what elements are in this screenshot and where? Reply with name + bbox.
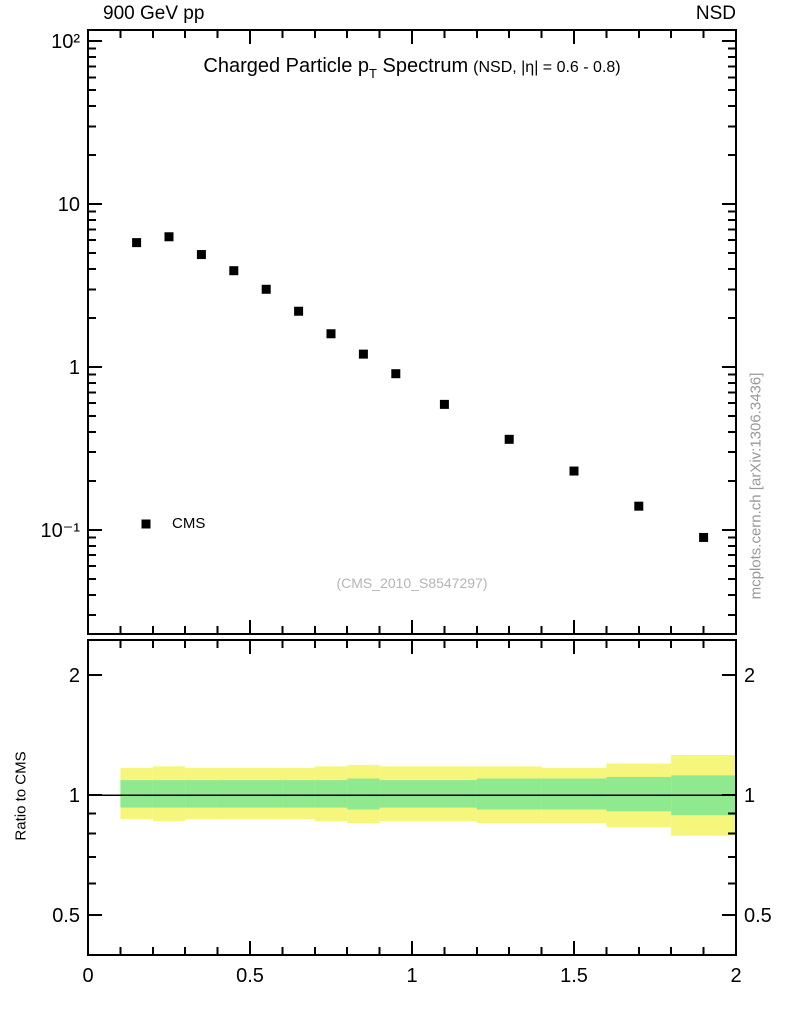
svg-text:0.5: 0.5 [52, 905, 80, 927]
svg-text:0.5: 0.5 [744, 905, 772, 927]
analysis-reference: (CMS_2010_S8547297) [336, 575, 488, 591]
beam-energy-label: 900 GeV pp [103, 3, 205, 24]
svg-text:10: 10 [58, 194, 80, 216]
svg-text:1: 1 [744, 785, 755, 807]
svg-text:1: 1 [69, 785, 80, 807]
svg-text:10⁻¹: 10⁻¹ [41, 520, 81, 542]
svg-text:0: 0 [82, 965, 93, 987]
svg-text:2: 2 [730, 965, 741, 987]
svg-text:1: 1 [69, 357, 80, 379]
title-after: Spectrum [376, 55, 469, 77]
legend-cms-label: CMS [172, 515, 206, 532]
svg-text:1: 1 [406, 965, 417, 987]
svg-text:0.5: 0.5 [236, 965, 264, 987]
plot-title: Charged Particle pT Spectrum (NSD, |η| = … [88, 55, 736, 81]
svg-text:10²: 10² [51, 31, 80, 53]
event-class-label: NSD [695, 3, 736, 24]
watermark-text: mcplots.cern.ch [arXiv:1306.3436] [747, 372, 765, 600]
title-paren: (NSD, |η| = 0.6 - 0.8) [473, 59, 621, 76]
title-main: Charged Particle p [203, 55, 370, 77]
ratio-axis-label: Ratio to CMS [12, 751, 30, 841]
svg-text:2: 2 [69, 665, 80, 687]
title-subscript: T [369, 66, 377, 81]
svg-text:1.5: 1.5 [560, 965, 588, 987]
svg-text:2: 2 [744, 665, 755, 687]
